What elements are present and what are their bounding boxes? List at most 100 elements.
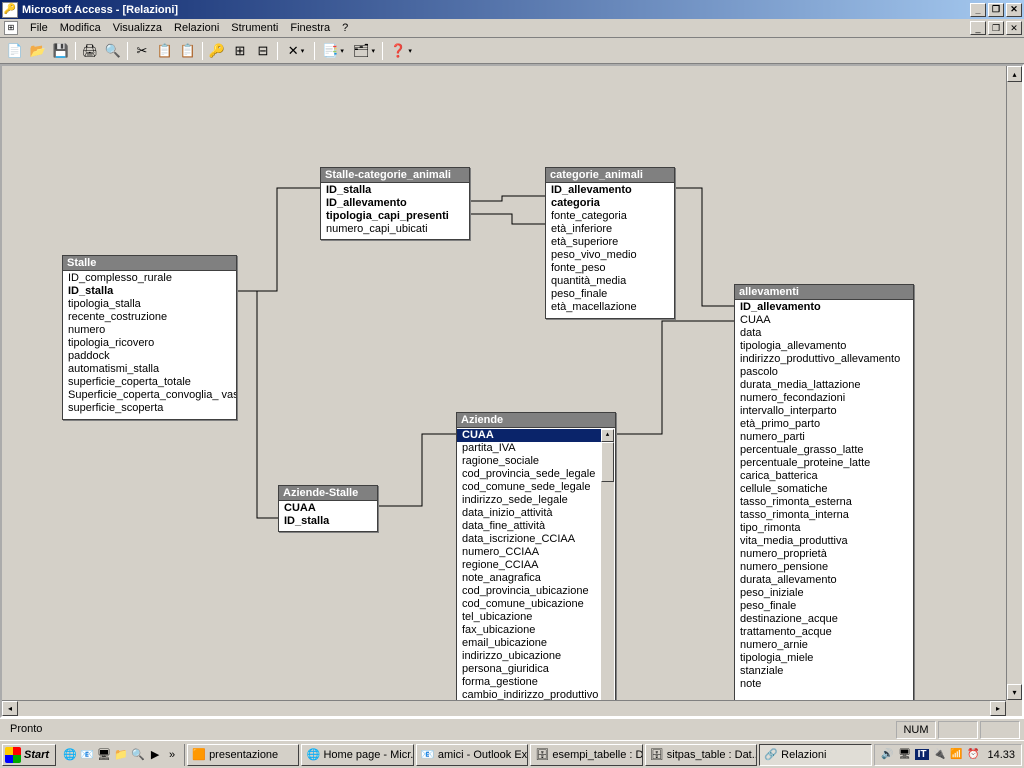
- scroll-left-button[interactable]: ◂: [2, 701, 18, 716]
- field-fax_ubicazione[interactable]: fax_ubicazione: [457, 624, 602, 637]
- field-età_superiore[interactable]: età_superiore: [546, 236, 674, 249]
- ql-desktop-icon[interactable]: 🖥: [96, 747, 112, 763]
- field-superficie_coperta_totale[interactable]: superficie_coperta_totale: [63, 376, 236, 389]
- vertical-scrollbar[interactable]: ▴ ▾: [1006, 66, 1022, 700]
- toolbar-button-18[interactable]: 🗂: [349, 40, 379, 62]
- table-header[interactable]: allevamenti: [735, 285, 913, 300]
- field-cellule_somatiche[interactable]: cellule_somatiche: [735, 483, 913, 496]
- field-data[interactable]: data: [735, 327, 913, 340]
- ql-outlook-icon[interactable]: 📧: [79, 747, 95, 763]
- mdi-restore-button[interactable]: ❐: [988, 21, 1004, 35]
- field-recente_costruzione[interactable]: recente_costruzione: [63, 311, 236, 324]
- field-indirizzo_sede_legale[interactable]: indirizzo_sede_legale: [457, 494, 602, 507]
- tray-icon-1[interactable]: 🔊: [881, 748, 895, 762]
- field-tipologia_stalla[interactable]: tipologia_stalla: [63, 298, 236, 311]
- tray-icon-3[interactable]: 🔌: [932, 748, 946, 762]
- table-stalle[interactable]: StalleID_complesso_ruraleID_stallatipolo…: [62, 255, 237, 420]
- field-numero_proprietà[interactable]: numero_proprietà: [735, 548, 913, 561]
- ql-search-icon[interactable]: 🔍: [130, 747, 146, 763]
- field-indirizzo_ubicazione[interactable]: indirizzo_ubicazione: [457, 650, 602, 663]
- task-amici-outlook-ex-[interactable]: 📧amici - Outlook Ex...: [416, 744, 528, 766]
- field-ragione_sociale[interactable]: ragione_sociale: [457, 455, 602, 468]
- toolbar-button-13[interactable]: ⊟: [252, 40, 274, 62]
- field-tipologia_ricovero[interactable]: tipologia_ricovero: [63, 337, 236, 350]
- field-numero_pensione[interactable]: numero_pensione: [735, 561, 913, 574]
- field-superficie_scoperta[interactable]: superficie_scoperta: [63, 402, 236, 415]
- field-data_fine_attività[interactable]: data_fine_attività: [457, 520, 602, 533]
- scroll-right-button[interactable]: ▸: [990, 701, 1006, 716]
- field-tasso_rimonta_interna[interactable]: tasso_rimonta_interna: [735, 509, 913, 522]
- toolbar-button-2[interactable]: 💾: [50, 40, 72, 62]
- field-email_ubicazione[interactable]: email_ubicazione: [457, 637, 602, 650]
- field-carica_batterica[interactable]: carica_batterica: [735, 470, 913, 483]
- scroll-down-button[interactable]: ▾: [1007, 684, 1022, 700]
- field-durata_media_lattazione[interactable]: durata_media_lattazione: [735, 379, 913, 392]
- field-tipologia_miele[interactable]: tipologia_miele: [735, 652, 913, 665]
- field-CUAA[interactable]: CUAA: [735, 314, 913, 327]
- field-CUAA[interactable]: CUAA: [457, 429, 602, 442]
- field-numero_CCIAA[interactable]: numero_CCIAA: [457, 546, 602, 559]
- field-persona_giuridica[interactable]: persona_giuridica: [457, 663, 602, 676]
- tray-icon-4[interactable]: 📶: [949, 748, 963, 762]
- toolbar-button-0[interactable]: 📄: [4, 40, 26, 62]
- task-relazioni[interactable]: 🔗Relazioni: [759, 744, 871, 766]
- toolbar-button-1[interactable]: 📂: [27, 40, 49, 62]
- field-tipologia_capi_presenti[interactable]: tipologia_capi_presenti: [321, 210, 469, 223]
- field-ID_stalla[interactable]: ID_stalla: [321, 184, 469, 197]
- mdi-close-button[interactable]: ✕: [1006, 21, 1022, 35]
- menu-modifica[interactable]: Modifica: [54, 20, 107, 36]
- field-CUAA[interactable]: CUAA: [279, 502, 377, 515]
- field-Superficie_coperta_convoglia_ vasca[interactable]: Superficie_coperta_convoglia_ vasca: [63, 389, 236, 402]
- minimize-button[interactable]: _: [970, 3, 986, 17]
- field-tel_ubicazione[interactable]: tel_ubicazione: [457, 611, 602, 624]
- field-cod_comune_ubicazione[interactable]: cod_comune_ubicazione: [457, 598, 602, 611]
- tray-lang[interactable]: IT: [915, 749, 930, 760]
- toolbar-button-12[interactable]: ⊞: [229, 40, 251, 62]
- task-home-page-micr-[interactable]: 🌐Home page - Micr...: [301, 744, 413, 766]
- field-peso_iniziale[interactable]: peso_iniziale: [735, 587, 913, 600]
- field-età_primo_parto[interactable]: età_primo_parto: [735, 418, 913, 431]
- table-aziende_stalle[interactable]: Aziende-StalleCUAAID_stalla: [278, 485, 378, 532]
- field-età_inferiore[interactable]: età_inferiore: [546, 223, 674, 236]
- field-partita_IVA[interactable]: partita_IVA: [457, 442, 602, 455]
- task-presentazione[interactable]: 🟧presentazione: [187, 744, 299, 766]
- toolbar-button-11[interactable]: 🔑: [206, 40, 228, 62]
- field-peso_finale[interactable]: peso_finale: [735, 600, 913, 613]
- table-header[interactable]: Stalle: [63, 256, 236, 271]
- field-tipo_rimonta[interactable]: tipo_rimonta: [735, 522, 913, 535]
- field-note_anagrafica[interactable]: note_anagrafica: [457, 572, 602, 585]
- field-età_macellazione[interactable]: età_macellazione: [546, 301, 674, 314]
- toolbar-button-4[interactable]: 🖨: [79, 40, 101, 62]
- mdi-minimize-button[interactable]: _: [970, 21, 986, 35]
- toolbar-button-7[interactable]: ✂: [131, 40, 153, 62]
- menu-finestra[interactable]: Finestra: [284, 20, 336, 36]
- table-stalle_cat[interactable]: Stalle-categorie_animaliID_stallaID_alle…: [320, 167, 470, 240]
- field-vita_media_produttiva[interactable]: vita_media_produttiva: [735, 535, 913, 548]
- field-fonte_categoria[interactable]: fonte_categoria: [546, 210, 674, 223]
- field-cod_comune_sede_legale[interactable]: cod_comune_sede_legale: [457, 481, 602, 494]
- toolbar-button-9[interactable]: 📋: [177, 40, 199, 62]
- start-button[interactable]: Start: [2, 744, 56, 766]
- close-button[interactable]: ✕: [1006, 3, 1022, 17]
- field-cod_provincia_ubicazione[interactable]: cod_provincia_ubicazione: [457, 585, 602, 598]
- menu-strumenti[interactable]: Strumenti: [225, 20, 284, 36]
- field-fonte_peso[interactable]: fonte_peso: [546, 262, 674, 275]
- field-numero[interactable]: numero: [63, 324, 236, 337]
- task-sitpas_table-dat-[interactable]: 🗄sitpas_table : Dat...: [645, 744, 757, 766]
- table-allevamenti[interactable]: allevamentiID_allevamentoCUAAdatatipolog…: [734, 284, 914, 716]
- field-regione_CCIAA[interactable]: regione_CCIAA: [457, 559, 602, 572]
- tray-icon-5[interactable]: ⏰: [966, 748, 980, 762]
- field-automatismi_stalla[interactable]: automatismi_stalla: [63, 363, 236, 376]
- menu-relazioni[interactable]: Relazioni: [168, 20, 225, 36]
- field-indirizzo_produttivo_allevamento[interactable]: indirizzo_produttivo_allevamento: [735, 353, 913, 366]
- field-intervallo_interparto[interactable]: intervallo_interparto: [735, 405, 913, 418]
- menu-?[interactable]: ?: [336, 20, 354, 36]
- field-ID_allevamento[interactable]: ID_allevamento: [546, 184, 674, 197]
- maximize-button[interactable]: ❐: [988, 3, 1004, 17]
- toolbar-button-8[interactable]: 📋: [154, 40, 176, 62]
- scroll-up-button[interactable]: ▴: [1007, 66, 1022, 82]
- field-percentuale_grasso_latte[interactable]: percentuale_grasso_latte: [735, 444, 913, 457]
- field-ID_allevamento[interactable]: ID_allevamento: [321, 197, 469, 210]
- table-header[interactable]: Stalle-categorie_animali: [321, 168, 469, 183]
- field-quantità_media[interactable]: quantità_media: [546, 275, 674, 288]
